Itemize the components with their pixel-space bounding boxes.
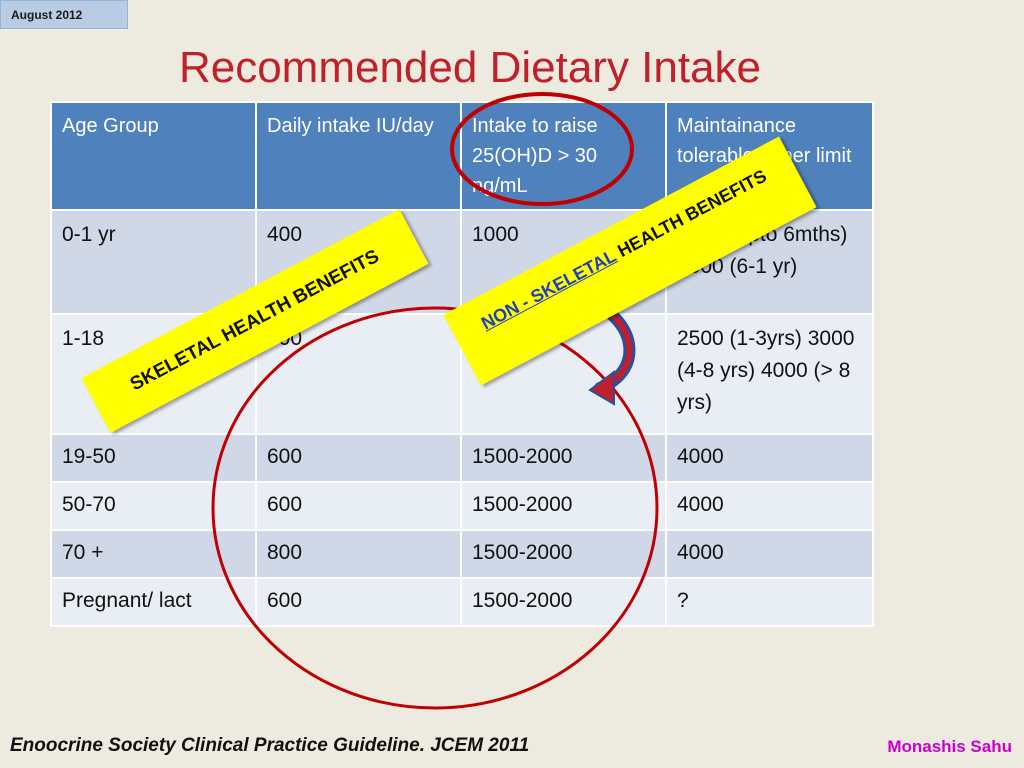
header-intake-to-raise: Intake to raise 25(OH)D > 30 ng/mL [460, 101, 667, 211]
table-cell: 600 [255, 433, 462, 483]
table-cell: 19-50 [50, 433, 257, 483]
table-cell: 1500-2000 [460, 433, 667, 483]
table-cell: 600 [255, 577, 462, 627]
table-cell: 0-1 yr [50, 209, 257, 315]
table-cell: 70 + [50, 529, 257, 579]
table-cell: 600 [255, 481, 462, 531]
citation: Enoocrine Society Clinical Practice Guid… [10, 735, 530, 756]
table-cell: 4000 [665, 481, 874, 531]
header-age-group: Age Group [50, 101, 257, 211]
table-row: Pregnant/ lact 600 1500-2000 ? [50, 577, 874, 627]
table-cell: 1500-2000 [460, 529, 667, 579]
table-row: 19-50 600 1500-2000 4000 [50, 433, 874, 483]
table-cell: 4000 [665, 529, 874, 579]
date-tag: August 2012 [0, 0, 128, 29]
table-row: 50-70 600 1500-2000 4000 [50, 481, 874, 531]
author-name: Monashis Sahu [887, 737, 1012, 756]
table-cell: ? [665, 577, 874, 627]
table-row: 70 + 800 1500-2000 4000 [50, 529, 874, 579]
slide-title: Recommended Dietary Intake [178, 43, 762, 92]
table-cell: Pregnant/ lact [50, 577, 257, 627]
table-cell: 50-70 [50, 481, 257, 531]
table-cell: 800 [255, 529, 462, 579]
table-cell: 1500-2000 [460, 577, 667, 627]
table-cell: 2500 (1-3yrs) 3000 (4-8 yrs) 4000 (> 8 y… [665, 313, 874, 435]
table-cell: 1500-2000 [460, 481, 667, 531]
table-cell: 4000 [665, 433, 874, 483]
header-daily-intake: Daily intake IU/day [255, 101, 462, 211]
